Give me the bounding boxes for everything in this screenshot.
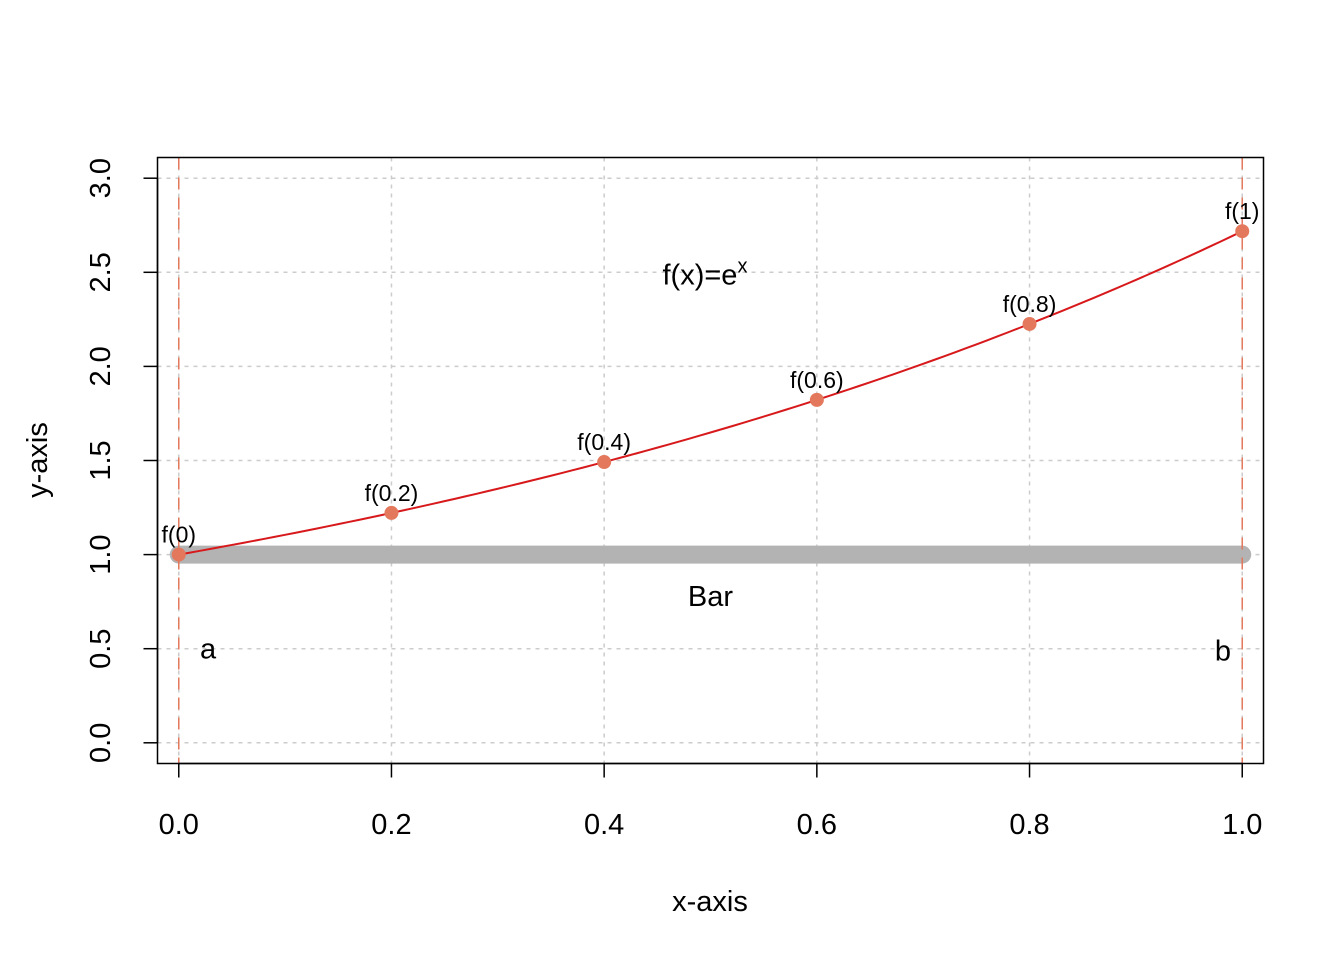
point-label: f(0.2) [365,480,419,506]
data-point [171,547,186,562]
axes: 0.0 0.2 0.4 0.6 0.8 1.0 0.0 0.5 1.0 1.5 2.0 2.5 3.0 [85,158,1262,841]
point-label: f(1) [1225,198,1260,224]
x-tick-label: 0.8 [1009,809,1049,841]
point-label: f(0) [162,522,197,548]
function-label-main: f(x)=e [663,259,738,291]
data-point [809,392,824,407]
y-tick-label: 1.0 [85,534,117,574]
point-label: f(0.8) [1003,291,1057,317]
x-tick-label: 0.4 [584,809,624,841]
bar-label: Bar [688,581,733,613]
b-label: b [1215,636,1231,668]
grid [157,157,1264,764]
y-tick-label: 3.0 [85,158,117,198]
data-point [1235,224,1250,239]
point-label: f(0.4) [577,429,631,455]
function-label-superscript: x [737,255,747,277]
x-axis-title: x-axis [672,886,748,918]
a-label: a [200,634,217,666]
y-tick-label: 0.5 [85,629,117,669]
function-curve [178,230,1243,556]
y-tick-label: 0.0 [85,723,117,763]
annotations: Bar a b f(x)=ex [200,255,1231,667]
function-label: f(x)=ex [663,255,748,291]
y-tick-label: 1.5 [85,440,117,480]
data-point [1022,316,1037,331]
points-layer: f(0) f(0.2) f(0.4) f(0.6) f(0.8) f(1) [162,198,1260,562]
vertical-lines [178,157,1243,764]
x-tick-label: 0.6 [797,809,837,841]
y-tick-label: 2.0 [85,346,117,386]
y-tick-label: 2.5 [85,252,117,292]
curve-layer [178,230,1243,556]
x-tick-label: 0.2 [371,809,411,841]
x-tick-label: 1.0 [1222,809,1262,841]
point-label: f(0.6) [790,367,844,393]
data-point [384,505,399,520]
data-point [597,455,612,470]
x-tick-label: 0.0 [159,809,199,841]
y-axis-title: y-axis [22,422,54,498]
